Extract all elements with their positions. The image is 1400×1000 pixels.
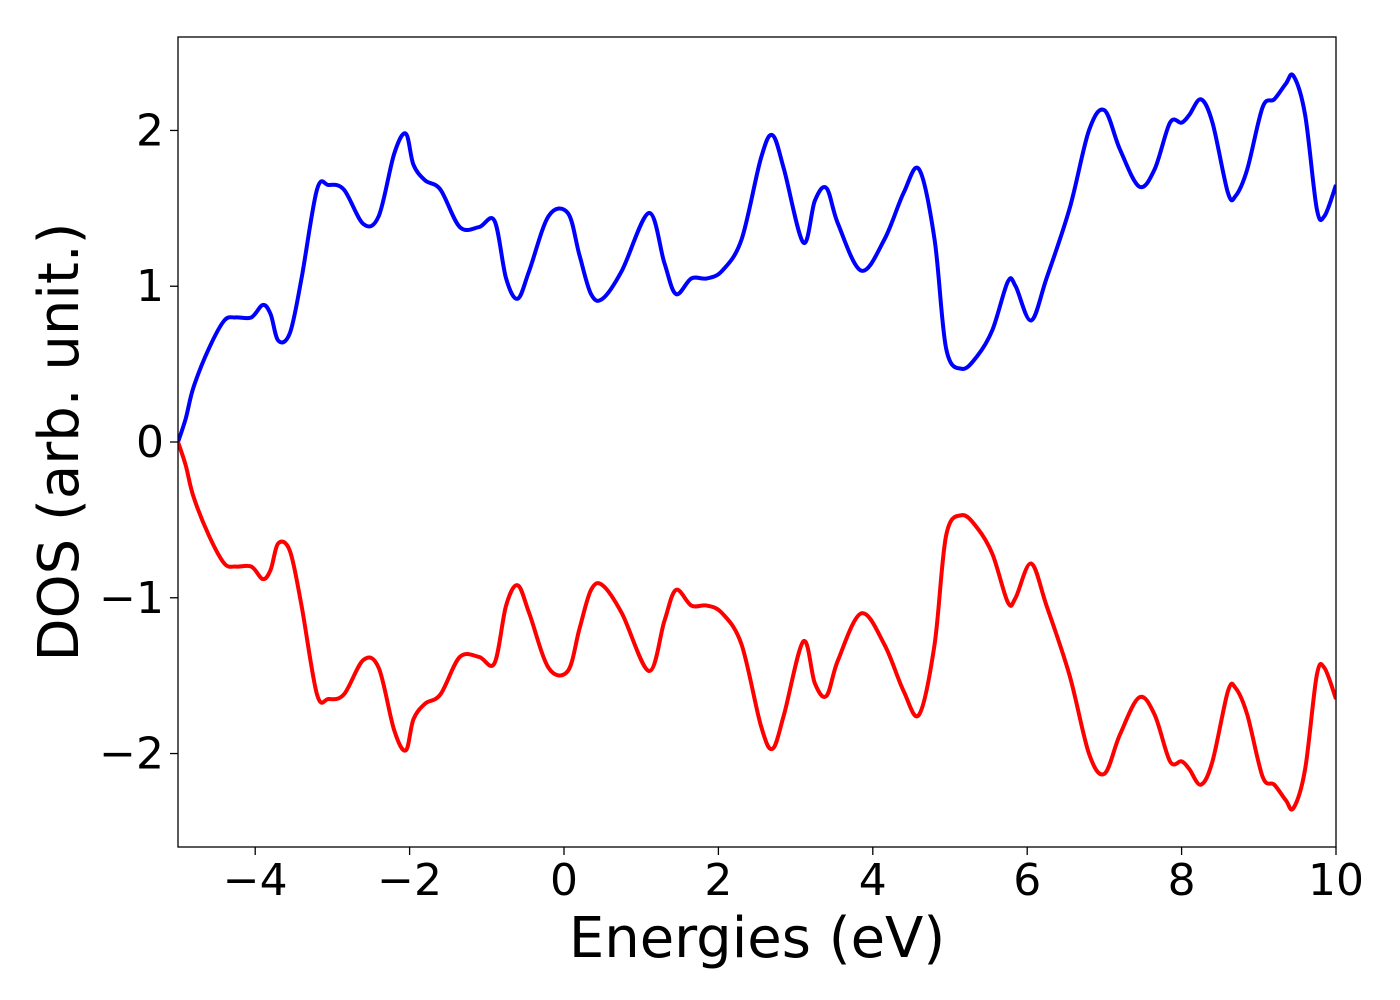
x-tick-label: 0 [550,855,578,906]
x-axis-title: Energies (eV) [569,906,945,971]
x-tick-label: −4 [223,855,288,906]
y-tick-label: −2 [99,729,164,780]
x-tick-label: −2 [377,855,442,906]
y-axis-ticks: −2 −1 0 1 2 [99,105,178,780]
x-tick-label: 8 [1168,855,1196,906]
y-tick-label: 0 [136,417,164,468]
y-tick-label: 1 [136,261,164,312]
y-tick-label: 2 [136,105,164,156]
x-tick-label: 4 [859,855,887,906]
y-tick-label: −1 [99,573,164,624]
dos-series-negative-line [178,441,1336,812]
x-axis-ticks: −4 −2 0 2 4 6 8 10 [223,847,1364,906]
series-layer [178,72,1336,812]
x-tick-label: 10 [1308,855,1364,906]
x-tick-label: 2 [704,855,732,906]
x-tick-label: 6 [1013,855,1041,906]
y-axis-title: DOS (arb. unit.) [27,222,92,661]
dos-series-positive-line [178,72,1336,443]
